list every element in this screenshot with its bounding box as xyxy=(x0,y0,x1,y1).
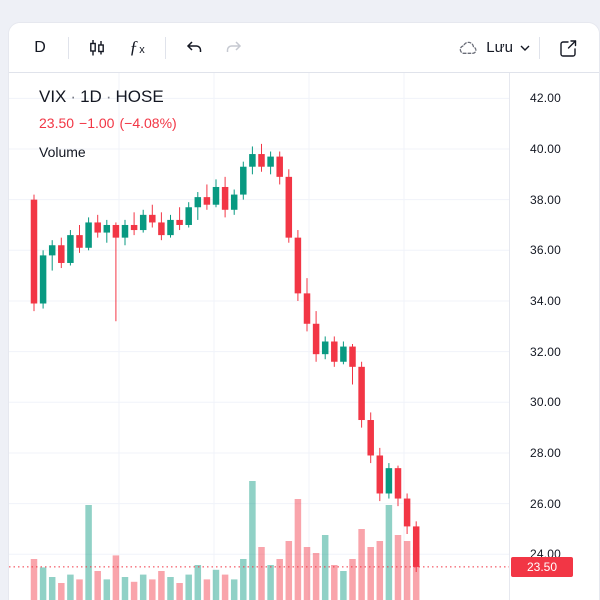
symbol-title: VIX · 1D · HOSE xyxy=(39,87,182,107)
toolbar-separator xyxy=(539,36,540,59)
price-axis-tick: 38.00 xyxy=(530,192,562,207)
save-button[interactable]: Lưu xyxy=(457,29,530,67)
symbol-exchange: HOSE xyxy=(115,87,164,106)
price-axis-tick: 36.00 xyxy=(530,243,562,258)
price-axis-tick: 34.00 xyxy=(530,293,562,308)
candlestick-chart[interactable] xyxy=(9,73,509,600)
open-external-icon xyxy=(557,37,579,59)
price-axis-tick: 26.00 xyxy=(530,496,562,511)
symbol-interval: 1D xyxy=(80,87,102,106)
legend-separator: · xyxy=(105,87,112,106)
chart-legend: VIX · 1D · HOSE 23.50 −1.00 (−4.08%) Volume xyxy=(39,87,182,160)
toolbar-separator xyxy=(165,36,166,59)
last-price: 23.50 xyxy=(39,115,75,131)
redo-button[interactable] xyxy=(215,29,253,67)
open-external-button[interactable] xyxy=(549,29,587,67)
price-axis-tick: 30.00 xyxy=(530,395,562,410)
save-button-label: Lưu xyxy=(486,39,513,56)
price-axis-tick: 28.00 xyxy=(530,445,562,460)
price-change-row: 23.50 −1.00 (−4.08%) xyxy=(39,115,182,131)
chart-style-button[interactable] xyxy=(78,29,116,67)
redo-arrow-icon xyxy=(224,38,244,58)
chart-area: VIX · 1D · HOSE 23.50 −1.00 (−4.08%) Volume 42… xyxy=(9,73,599,600)
legend-separator: · xyxy=(70,87,77,106)
symbol-name: VIX xyxy=(39,87,67,106)
cloud-icon xyxy=(457,37,479,59)
price-axis-tick: 32.00 xyxy=(530,344,562,359)
price-axis[interactable]: 42.00 40.00 38.00 36.00 34.00 32.00 30.00 28.00… xyxy=(509,73,599,600)
chevron-down-icon xyxy=(520,45,530,51)
price-axis-tick: 42.00 xyxy=(530,91,562,106)
toolbar-separator xyxy=(68,36,69,59)
candles-icon xyxy=(87,38,107,58)
current-price-label: 23.50 xyxy=(511,556,573,577)
undo-arrow-icon xyxy=(184,38,204,58)
price-axis-tick: 40.00 xyxy=(530,141,562,156)
undo-button[interactable] xyxy=(175,29,213,67)
volume-label: Volume xyxy=(39,144,86,160)
interval-button[interactable]: D xyxy=(21,29,59,67)
price-change: −1.00 xyxy=(79,115,115,131)
price-change-percent: (−4.08%) xyxy=(119,115,177,131)
